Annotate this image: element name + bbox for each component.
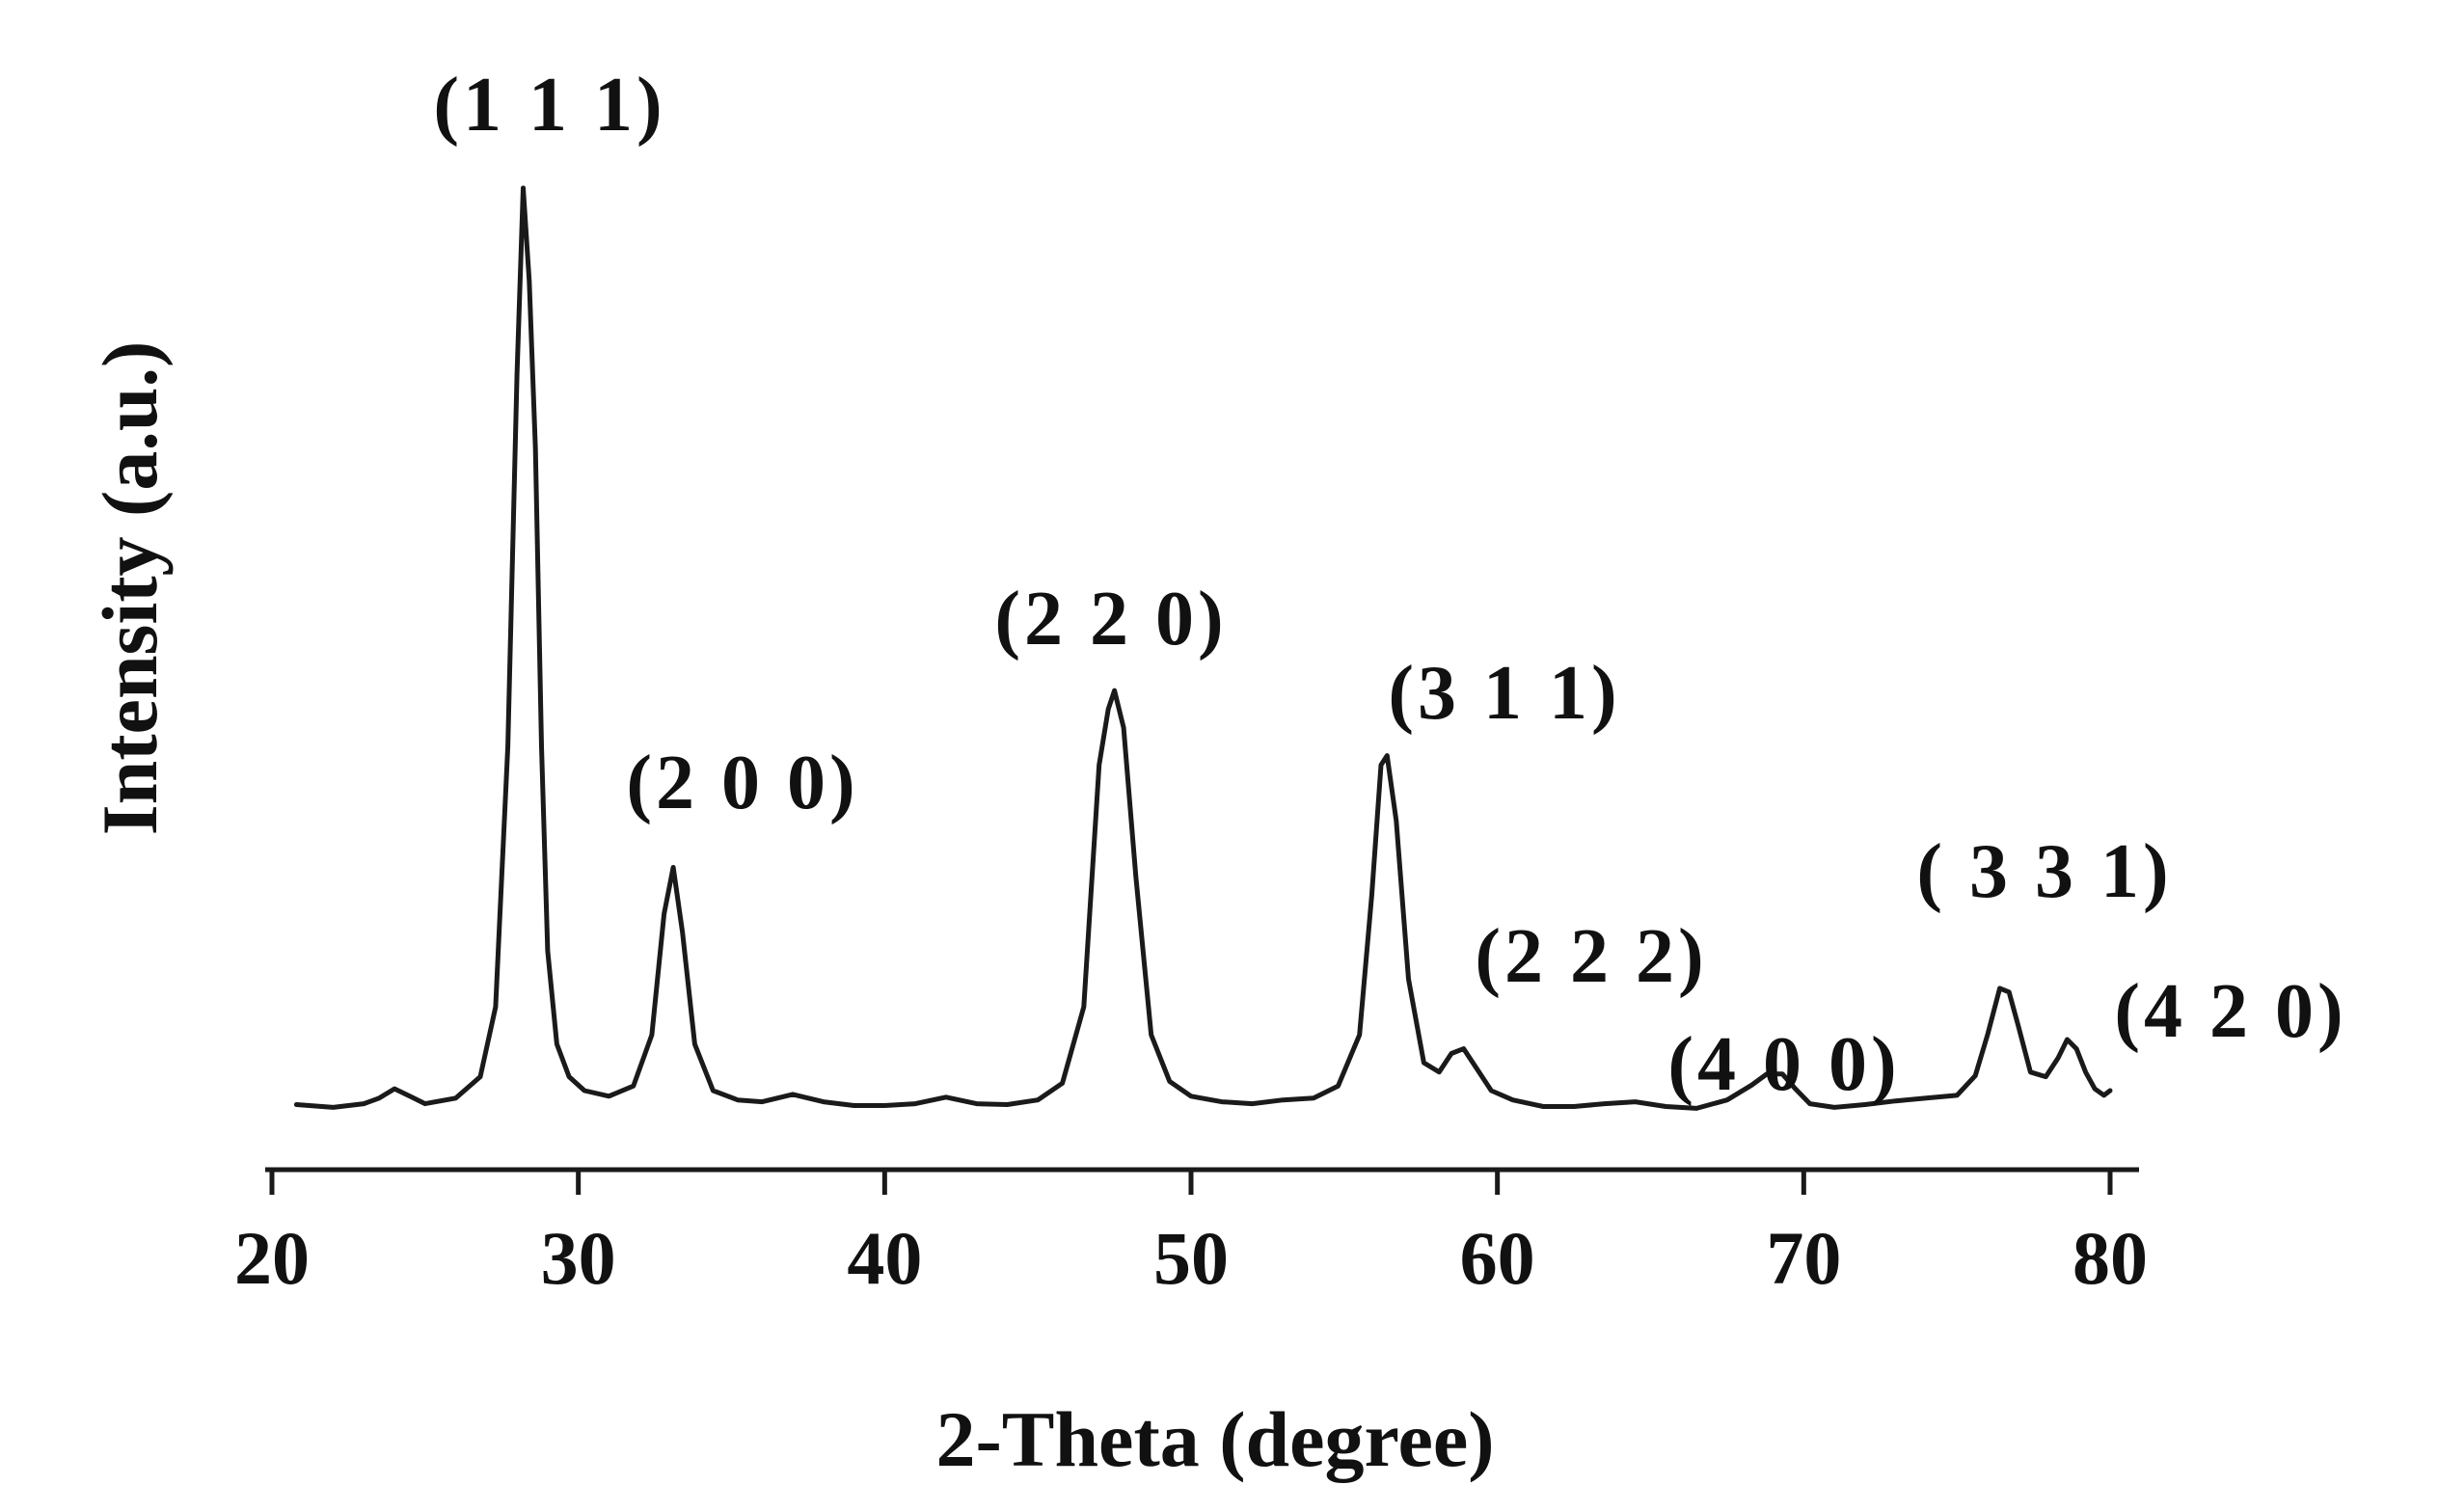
peak-annotations: (1 1 1) (2 0 0) (2 2 0) (3 1 1) (2 2 2) (4 0 … bbox=[433, 63, 2346, 1107]
peak-label: (2 2 0) bbox=[994, 577, 1227, 662]
peak-label: (1 1 1) bbox=[433, 63, 665, 148]
x-tick-label: 60 bbox=[1460, 1216, 1535, 1300]
x-tick-label: 40 bbox=[847, 1216, 922, 1300]
peak-label: (3 1 1) bbox=[1388, 651, 1620, 736]
x-tick-label: 80 bbox=[2072, 1216, 2148, 1300]
y-axis-title: Intensity (a.u.) bbox=[86, 341, 174, 836]
series-line bbox=[293, 185, 2113, 1111]
peak-label: (4 2 0) bbox=[2114, 969, 2346, 1054]
x-tick-label: 70 bbox=[1766, 1216, 1841, 1300]
x-axis-title: 2-Theta (degree) bbox=[935, 1395, 1494, 1483]
peak-label: (4 0 0) bbox=[1667, 1022, 1900, 1107]
x-tick-label: 20 bbox=[234, 1216, 310, 1300]
peak-label: ( 3 3 1) bbox=[1916, 829, 2172, 914]
plot-area bbox=[293, 185, 2113, 1111]
peak-label: (2 0 0) bbox=[626, 741, 858, 825]
x-axis: 20 30 40 50 60 70 80 bbox=[234, 1167, 2148, 1300]
peak-label: (2 2 2) bbox=[1475, 914, 1707, 999]
x-tick-label: 50 bbox=[1153, 1216, 1229, 1300]
x-ticks: 20 30 40 50 60 70 80 bbox=[234, 1170, 2148, 1300]
x-tick-label: 30 bbox=[541, 1216, 616, 1300]
